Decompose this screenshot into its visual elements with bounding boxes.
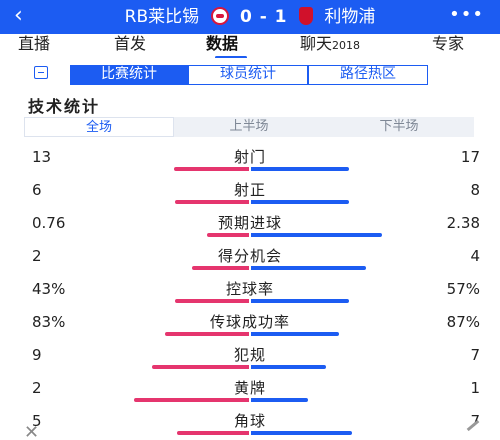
period-selector: 全场 上半场 下半场 [24,117,474,137]
stat-home-value: 9 [32,346,42,364]
tab-label: 数据 [206,34,239,53]
stat-away-bar [251,299,349,303]
main-tabs: 直播 首发 数据 聊天2018 专家 [0,34,500,58]
tab-chat[interactable]: 聊天2018 [300,34,360,58]
stat-away-bar [251,233,382,237]
tab-live[interactable]: 直播 [18,34,50,58]
period-label: 下半场 [379,119,419,134]
away-team-logo [298,7,313,25]
stat-away-bar [251,167,349,171]
segment-player-stats[interactable]: 球员统计 [188,65,308,85]
segment-label: 球员统计 [220,66,276,82]
stat-home-value: 5 [32,412,42,430]
tab-expert[interactable]: 专家 [432,34,464,58]
stat-label: 预期进球 [217,214,282,232]
stat-away-bar [251,200,349,204]
segment-heatmap[interactable]: 路径热区 [308,65,428,85]
tab-label: 专家 [432,34,465,53]
match-score: 0 - 1 [239,7,288,27]
stat-home-bar [192,266,249,270]
period-first-half[interactable]: 上半场 [174,117,324,137]
stat-home-bar [207,233,249,237]
stat-row: 5角球7 [0,412,500,440]
period-label: 上半场 [229,119,269,134]
stat-away-bar [251,266,366,270]
period-label: 全场 [85,120,112,135]
stat-label: 射门 [233,148,266,166]
stat-home-bar [165,332,249,336]
stat-label: 控球率 [225,280,274,298]
tab-data[interactable]: 数据 [206,34,238,58]
stat-home-bar [174,167,249,171]
stat-away-value: 87% [446,313,480,331]
stat-away-value: 4 [470,247,480,265]
stat-away-bar [251,365,326,369]
close-icon[interactable]: ✕ [24,422,40,440]
stat-away-bar [251,332,339,336]
stat-row: 2 黄牌 1 [0,379,500,412]
tab-chat-count: 2018 [332,39,361,52]
more-dots-icon[interactable]: ••• [449,4,484,25]
tab-label: 直播 [18,34,51,53]
period-second-half[interactable]: 下半场 [324,117,474,137]
stat-label: 射正 [233,181,266,199]
stat-row: 0.76 预期进球 2.38 [0,214,500,247]
stat-home-value: 83% [32,313,66,331]
stat-label: 黄牌 [233,379,266,397]
stat-label: 犯规 [233,346,266,364]
stat-home-value: 0.76 [32,214,66,232]
stat-row: 2 得分机会 4 [0,247,500,280]
stat-away-value: 2.38 [446,214,480,232]
tab-label: 首发 [114,34,147,53]
period-full[interactable]: 全场 [24,117,174,137]
stat-away-value: 8 [470,181,480,199]
stat-away-bar [251,398,308,402]
stat-row: 43% 控球率 57% [0,280,500,313]
stat-away-value: 57% [446,280,480,298]
home-team-logo [210,7,229,25]
tab-label: 聊天 [300,34,333,53]
stat-label: 角球 [233,412,266,430]
stat-home-value: 6 [32,181,42,199]
stat-row: 13 射门 17 [0,148,500,181]
stat-home-value: 2 [32,247,42,265]
stats-chart-icon [34,66,48,79]
stat-away-bar [251,431,352,435]
tab-lineup[interactable]: 首发 [114,34,146,58]
match-header: ‹ RB莱比锡 0 - 1 利物浦 ••• [0,0,500,34]
chevron-left-icon[interactable]: ‹ [14,3,23,28]
away-team-name: 利物浦 [324,7,376,27]
stat-away-value: 7 [470,346,480,364]
stat-home-bar [134,398,249,402]
stat-home-bar [175,299,249,303]
stat-home-bar [177,431,249,435]
home-team-name: RB莱比锡 [124,7,200,27]
segment-match-stats[interactable]: 比赛统计 [70,65,188,85]
stat-row: 9 犯规 7 [0,346,500,379]
stat-away-value: 17 [460,148,480,166]
stat-home-value: 43% [32,280,66,298]
stat-home-value: 2 [32,379,42,397]
stat-home-bar [152,365,249,369]
match-title: RB莱比锡 0 - 1 利物浦 [0,6,500,28]
segment-label: 路径热区 [340,66,396,82]
segment-label: 比赛统计 [101,66,157,82]
stat-row: 6 射正 8 [0,181,500,214]
section-title: 技术统计 [28,97,101,116]
stat-home-value: 13 [32,148,52,166]
stat-home-bar [175,200,249,204]
stat-row: 83% 传球成功率 87% [0,313,500,346]
stat-label: 得分机会 [217,247,282,265]
active-tab-indicator [215,56,247,59]
stat-label: 传球成功率 [209,313,290,331]
stat-away-value: 1 [470,379,480,397]
